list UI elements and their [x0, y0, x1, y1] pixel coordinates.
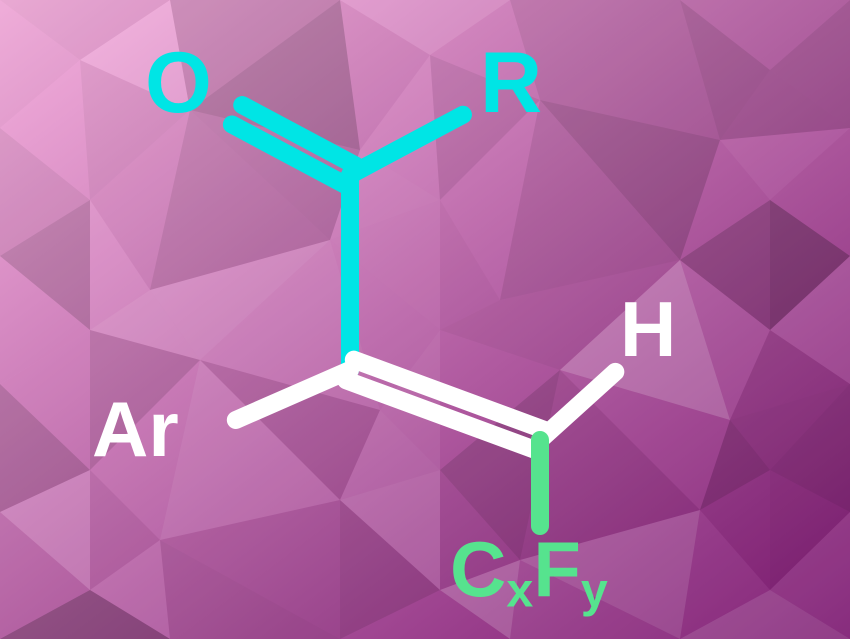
group-label-Ar: Ar — [92, 390, 179, 468]
atom-label-H: H — [620, 290, 676, 368]
atom-label-O: O — [145, 40, 212, 126]
group-label-CxFy: CxFy — [450, 530, 608, 615]
diagram-stage: O R Ar H CxFy — [0, 0, 850, 639]
chemical-structure — [0, 0, 850, 639]
group-label-R: R — [480, 40, 542, 126]
